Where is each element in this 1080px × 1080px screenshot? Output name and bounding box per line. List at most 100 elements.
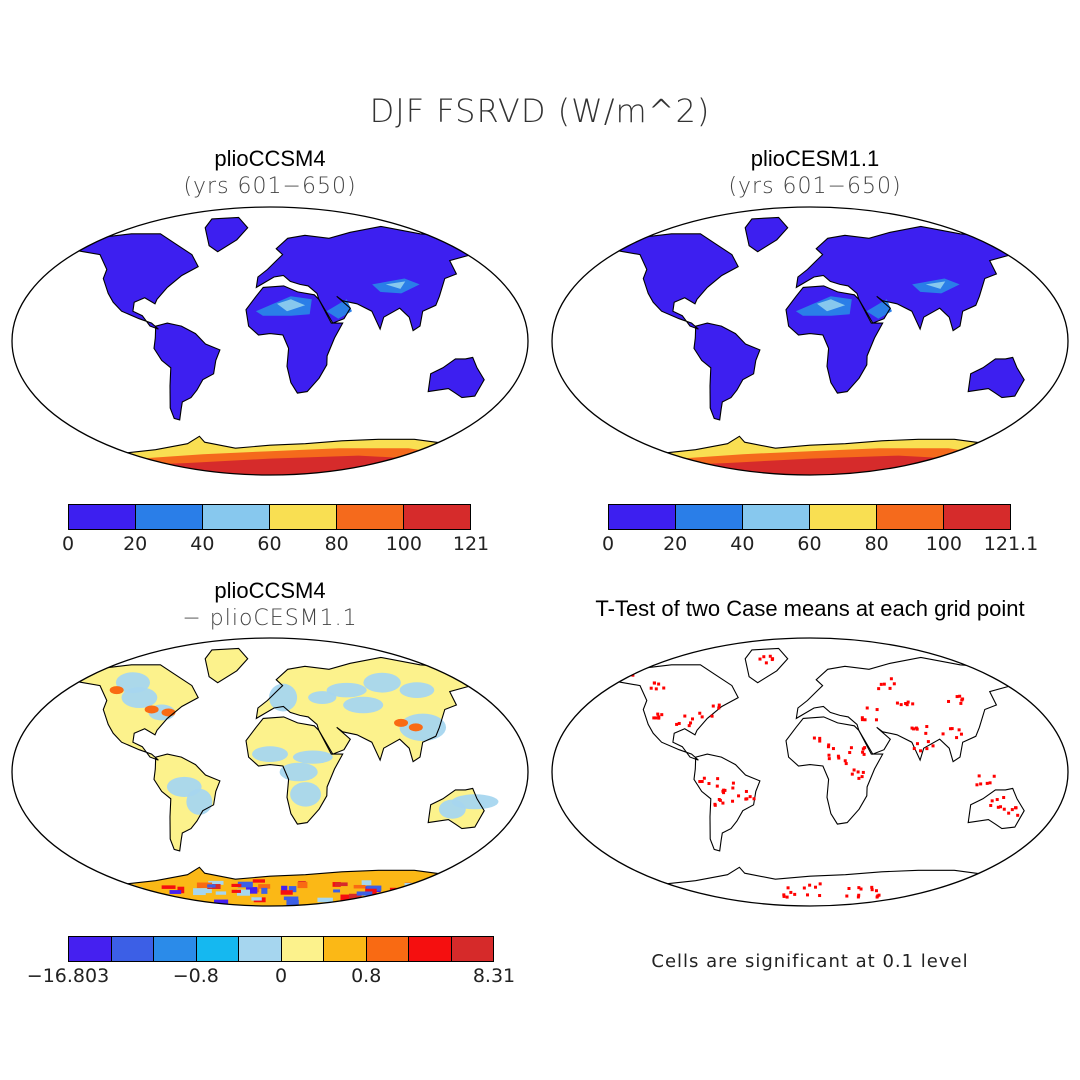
antarctica-cell: [366, 885, 382, 891]
map-border: [11, 206, 529, 476]
land-greenland: [205, 217, 248, 252]
significant-cell: [882, 682, 886, 686]
desert-region-light: [925, 281, 946, 289]
desert-region-light: [277, 299, 306, 312]
significant-cell: [744, 789, 748, 793]
colorbar-tick-label: 60: [797, 533, 822, 555]
coastline-namerica: [605, 233, 739, 330]
antarctica-cell: [207, 884, 216, 888]
antarctica-cell: [288, 886, 297, 893]
significant-cell: [652, 716, 656, 720]
significant-cell: [955, 695, 959, 699]
significant-cell: [904, 702, 908, 706]
significant-cell: [698, 780, 702, 784]
colorbar-tick-label: −0.8: [172, 965, 219, 987]
antarctica-cell: [356, 891, 373, 896]
significant-cell: [814, 885, 818, 889]
antarctica-cell: [215, 891, 227, 895]
significant-cell: [630, 670, 634, 674]
negative-anomaly-patch: [115, 672, 150, 694]
significant-cell: [845, 894, 849, 898]
colorbar-cell: [366, 937, 409, 961]
significant-cell: [906, 700, 910, 704]
antarctica-cell: [283, 896, 299, 901]
significant-cell: [989, 803, 993, 807]
coastline-africa: [245, 285, 344, 394]
significant-cell: [687, 724, 691, 728]
colorbar-bottom-left: [68, 936, 494, 962]
significant-cell: [857, 886, 861, 890]
significant-cell: [818, 739, 822, 743]
significant-cell: [985, 781, 989, 785]
land-australia: [428, 357, 485, 398]
antarctica-cell: [196, 882, 213, 888]
antarctica-cell: [334, 882, 348, 887]
significant-cell: [847, 887, 851, 891]
colorbar-tick-label: 0: [274, 965, 288, 987]
significant-cell: [892, 682, 896, 686]
significant-cell: [874, 718, 878, 722]
colorbar-cell: [676, 505, 743, 529]
significant-cell: [996, 805, 1000, 809]
positive-anomaly-patch: [144, 705, 159, 714]
significant-cell: [698, 711, 702, 715]
significant-cell: [925, 747, 929, 751]
significant-cell: [827, 743, 831, 747]
negative-anomaly-patch: [269, 683, 298, 712]
significant-cell: [919, 749, 923, 753]
land-namerica: [66, 233, 199, 330]
desert-region-light: [385, 281, 406, 289]
significant-cell: [861, 747, 865, 751]
colorbar-tick-label: 0.8: [351, 965, 382, 987]
colorbar-cell: [337, 505, 404, 529]
significant-cell: [856, 895, 860, 899]
colorbar-cell: [239, 937, 282, 961]
land-namerica: [66, 664, 199, 761]
significant-cell: [1010, 675, 1014, 679]
significant-cell: [1007, 811, 1011, 815]
coastline-greenland: [744, 216, 789, 253]
significant-cell: [875, 708, 879, 712]
antarctica-cell: [214, 899, 229, 906]
land-australia: [968, 357, 1025, 398]
land-namerica: [606, 233, 739, 330]
significant-cell: [837, 756, 841, 760]
colorbar-tick-label: 0: [601, 533, 615, 555]
significant-cell: [716, 777, 720, 781]
significant-cell: [915, 727, 919, 731]
significant-cell: [758, 657, 762, 661]
coastline-namerica: [65, 233, 199, 330]
coastline-eurasia: [795, 225, 1031, 332]
significant-cell: [852, 768, 856, 772]
colorbar-cell: [196, 937, 239, 961]
coastline-namerica: [65, 664, 199, 761]
negative-anomaly-patch: [279, 762, 318, 782]
colorbar-tick-label: 60: [257, 533, 282, 555]
panel-title-bottom-right: T-Test of two Case means at each grid po…: [595, 596, 1025, 621]
significant-cell: [657, 715, 661, 719]
significant-cell: [915, 742, 919, 746]
antarctica-cell: [94, 883, 104, 887]
significant-cell: [654, 687, 658, 691]
significant-cell: [731, 781, 735, 785]
significant-cell: [700, 715, 704, 719]
significant-cell: [870, 888, 874, 892]
significant-cell: [764, 661, 768, 665]
coastline-eurasia: [795, 656, 1031, 763]
significant-cell: [999, 805, 1003, 809]
antarctica-cell: [448, 891, 458, 897]
significant-cell: [888, 686, 892, 690]
panel-subtitle-top-right: (yrs 601−650): [728, 174, 902, 199]
antarctica-cell: [208, 880, 224, 885]
significant-cell: [702, 776, 706, 780]
colorbar-tick-label: 20: [663, 533, 688, 555]
significant-cell: [926, 740, 930, 744]
significant-cell: [856, 770, 860, 774]
map-top-left: [11, 206, 529, 476]
coastline-africa: [245, 716, 344, 825]
significant-cell: [690, 717, 694, 721]
significant-cell: [768, 654, 772, 658]
significant-cell: [979, 782, 983, 786]
antarctica-cell: [378, 897, 388, 901]
colorbar-cell: [69, 505, 136, 529]
